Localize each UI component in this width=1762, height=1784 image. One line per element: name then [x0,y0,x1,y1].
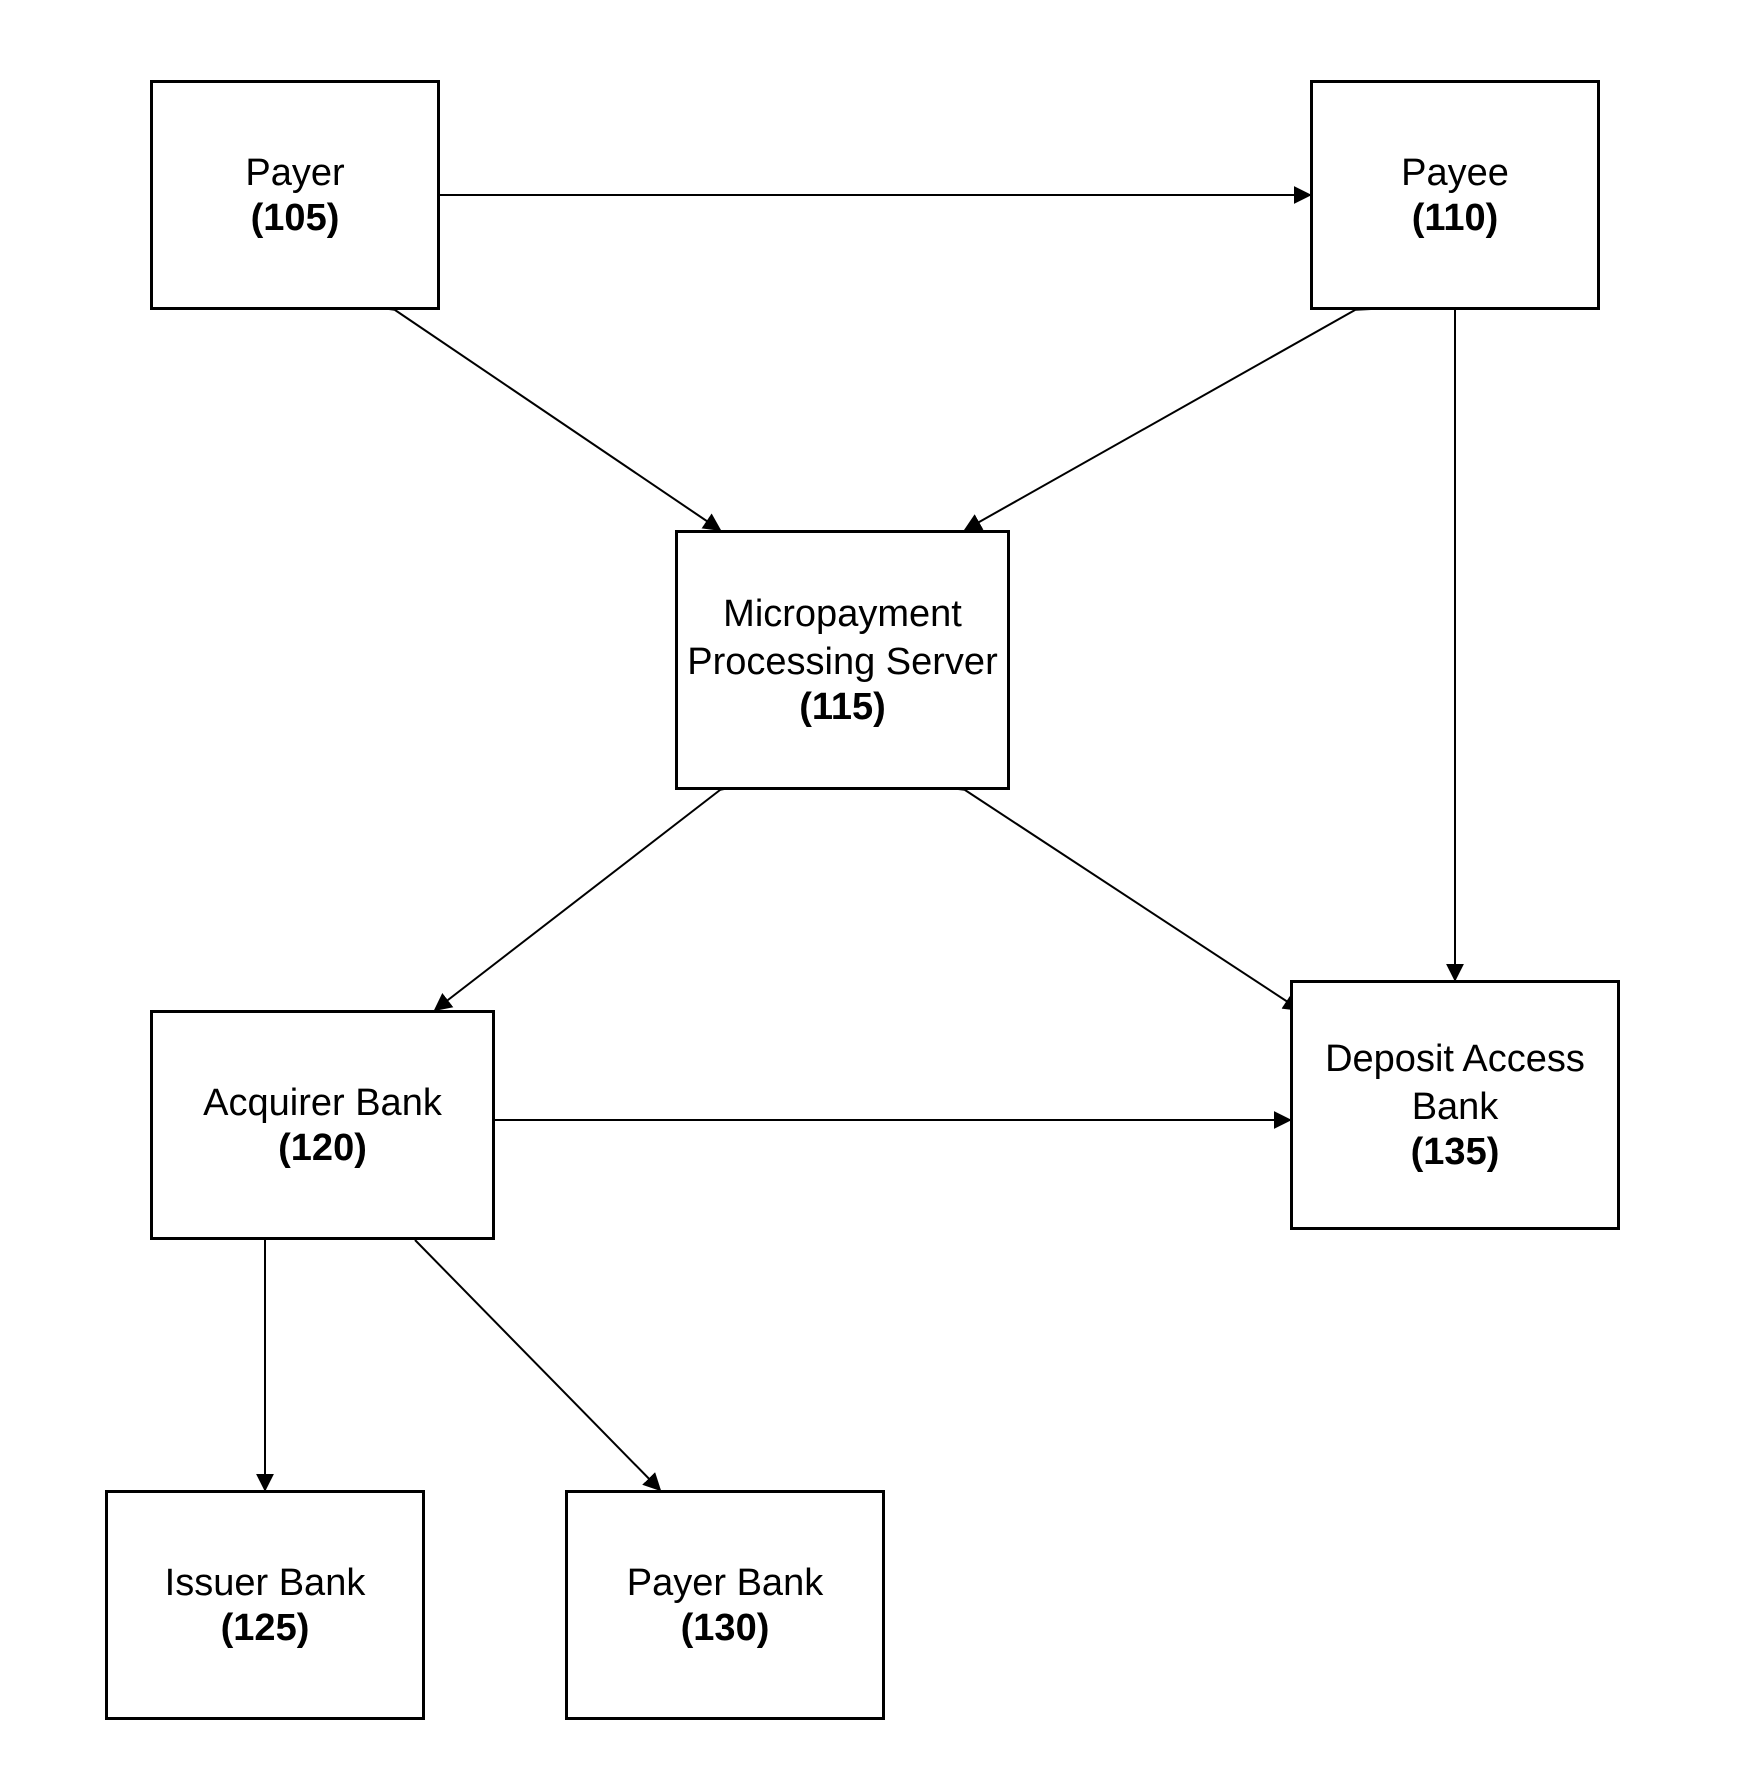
edge-mps-deposit [965,790,1300,1010]
node-payer: Payer (105) [150,80,440,310]
node-payer-bank: Payer Bank (130) [565,1490,885,1720]
node-label: Acquirer Bank [203,1080,442,1128]
node-ref: (110) [1412,197,1499,240]
node-payee: Payee (110) [1310,80,1600,310]
node-issuer-bank: Issuer Bank (125) [105,1490,425,1720]
edge-acquirer-payerbank [415,1240,660,1490]
node-ref: (135) [1411,1131,1500,1174]
diagram-canvas: Payer (105) Payee (110) Micropayment Pro… [0,0,1762,1784]
node-label: Payer Bank [627,1560,823,1608]
node-ref: (120) [278,1127,367,1170]
node-ref: (125) [221,1607,310,1650]
node-micropayment-processing-server: Micropayment Processing Server (115) [675,530,1010,790]
node-label: Deposit Access Bank [1301,1036,1609,1131]
edge-mps-acquirer [435,790,720,1010]
node-label: Payer [245,150,344,198]
node-ref: (105) [251,197,340,240]
edge-payer-mps [395,310,720,530]
node-ref: (130) [681,1607,770,1650]
node-label: Micropayment Processing Server [686,591,999,686]
node-deposit-access-bank: Deposit Access Bank (135) [1290,980,1620,1230]
node-label: Issuer Bank [165,1560,366,1608]
node-label: Payee [1401,150,1509,198]
node-ref: (115) [799,686,886,729]
edge-payee-mps [965,310,1355,530]
node-acquirer-bank: Acquirer Bank (120) [150,1010,495,1240]
